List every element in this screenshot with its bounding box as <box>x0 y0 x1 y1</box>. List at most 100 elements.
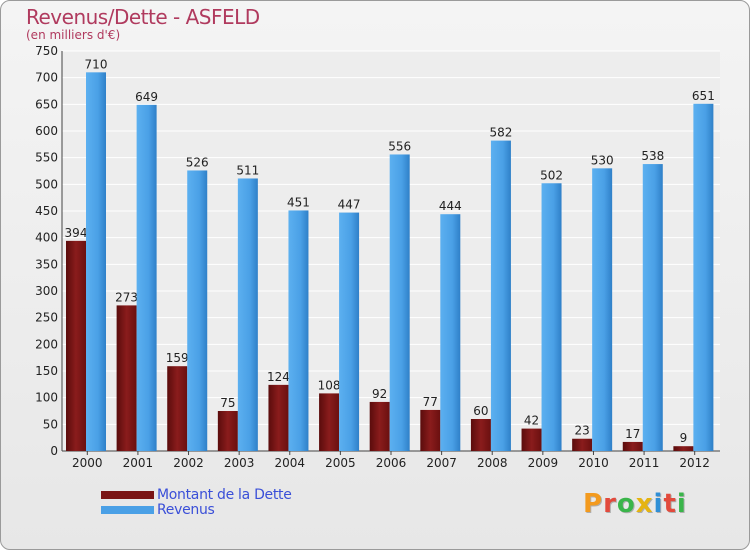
y-tick-label: 750 <box>35 44 58 58</box>
bar-debt-2000 <box>66 240 86 451</box>
logo-letter: t <box>663 489 677 519</box>
y-tick-label: 650 <box>35 97 58 111</box>
x-tick-label-2004: 2004 <box>274 456 305 470</box>
data-label-revenue-2006: 556 <box>388 139 411 153</box>
bar-debt-2009 <box>521 428 542 451</box>
y-tick-label: 600 <box>35 124 58 138</box>
y-tick-label: 100 <box>35 391 58 405</box>
y-tick-label: 50 <box>43 417 58 431</box>
data-label-debt-2009: 42 <box>524 414 539 428</box>
data-label-debt-2006: 92 <box>372 387 387 401</box>
x-tick-label-2000: 2000 <box>72 456 103 470</box>
bar-debt-2005 <box>319 393 340 451</box>
y-tick-label: 450 <box>35 204 58 218</box>
data-label-revenue-2010: 530 <box>591 153 614 167</box>
bar-revenue-2010 <box>592 168 613 452</box>
bar-revenue-2004 <box>288 210 309 451</box>
proxiti-logo: ProxitiProxiti <box>583 489 687 519</box>
bar-revenue-2001 <box>136 104 157 451</box>
y-tick-label: 0 <box>50 444 58 458</box>
bar-revenue-2006 <box>389 154 410 451</box>
y-tick-label: 250 <box>35 311 58 325</box>
data-label-debt-2007: 77 <box>423 395 438 409</box>
bar-revenue-2003 <box>237 178 258 451</box>
data-label-debt-2002: 159 <box>166 351 189 365</box>
logo-letter: P <box>583 489 604 519</box>
legend-label-debt: Montant de la Dette <box>157 486 292 503</box>
bar-revenue-2007 <box>440 214 461 451</box>
bar-debt-2007 <box>420 409 441 451</box>
legend-swatch-revenue <box>101 505 154 514</box>
x-tick-label-2007: 2007 <box>426 456 457 470</box>
bar-revenue-2008 <box>490 140 511 451</box>
y-tick-label: 400 <box>35 231 58 245</box>
bar-debt-2008 <box>470 419 491 451</box>
data-label-revenue-2002: 526 <box>186 155 209 169</box>
data-label-debt-2004: 124 <box>267 370 290 384</box>
y-tick-label: 350 <box>35 257 58 271</box>
data-label-revenue-2011: 538 <box>641 149 664 163</box>
legend-item-debt: Montant de la Dette <box>101 486 292 503</box>
bar-revenue-2012 <box>693 103 714 452</box>
data-label-debt-2005: 108 <box>318 378 341 392</box>
logo-letter: i <box>676 489 687 519</box>
x-tick-label-2012: 2012 <box>679 456 710 470</box>
y-tick-label: 150 <box>35 364 58 378</box>
bar-debt-2012 <box>673 446 694 451</box>
bar-debt-2002 <box>167 366 188 451</box>
data-label-debt-2000: 394 <box>65 226 88 240</box>
y-tick-label: 300 <box>35 284 58 298</box>
legend-item-revenue: Revenus <box>101 501 292 518</box>
bar-debt-2003 <box>217 411 238 451</box>
x-tick-label-2002: 2002 <box>173 456 204 470</box>
y-tick-label: 200 <box>35 337 58 351</box>
data-label-revenue-2003: 511 <box>236 163 259 177</box>
data-label-revenue-2007: 444 <box>439 199 462 213</box>
data-label-debt-2003: 75 <box>220 396 235 410</box>
bar-revenue-2011 <box>642 164 663 452</box>
x-tick-label-2003: 2003 <box>224 456 255 470</box>
data-label-debt-2008: 60 <box>473 404 488 418</box>
legend: Montant de la Dette Revenus <box>101 486 292 518</box>
legend-swatch-debt <box>101 490 154 499</box>
data-label-revenue-2005: 447 <box>338 198 361 212</box>
chart-subtitle: (en milliers d'€) <box>26 28 121 42</box>
data-label-debt-2010: 23 <box>575 424 590 438</box>
x-tick-label-2008: 2008 <box>477 456 508 470</box>
x-tick-label-2006: 2006 <box>376 456 407 470</box>
data-label-debt-2011: 17 <box>625 427 640 441</box>
data-label-revenue-2004: 451 <box>287 195 310 209</box>
chart-title: Revenus/Dette - ASFELD <box>26 5 260 29</box>
data-label-revenue-2009: 502 <box>540 168 563 182</box>
data-label-revenue-2000: 710 <box>85 57 108 71</box>
logo-letter: r <box>603 489 617 519</box>
x-tick-label-2011: 2011 <box>629 456 660 470</box>
data-label-revenue-2001: 649 <box>135 90 158 104</box>
bar-debt-2006 <box>369 401 390 451</box>
bar-revenue-2005 <box>339 212 360 451</box>
bar-debt-2011 <box>622 441 643 451</box>
bar-revenue-2000 <box>86 72 106 451</box>
data-label-debt-2012: 9 <box>680 431 688 445</box>
logo-letter: i <box>653 489 664 519</box>
y-tick-label: 550 <box>35 151 58 165</box>
data-label-revenue-2012: 651 <box>692 89 715 103</box>
x-tick-label-2010: 2010 <box>578 456 609 470</box>
bar-debt-2001 <box>116 305 137 451</box>
logo-letter: o <box>616 489 636 519</box>
y-tick-label: 700 <box>35 71 58 85</box>
bar-revenue-2009 <box>541 183 562 451</box>
bar-debt-2010 <box>572 438 593 451</box>
bar-revenue-2002 <box>187 170 208 451</box>
data-label-debt-2001: 273 <box>115 290 138 304</box>
y-tick-label: 500 <box>35 177 58 191</box>
x-tick-label-2001: 2001 <box>123 456 154 470</box>
bar-debt-2004 <box>268 384 289 451</box>
logo-letter: x <box>635 489 654 519</box>
legend-label-revenue: Revenus <box>157 501 215 518</box>
data-label-revenue-2008: 582 <box>489 126 512 140</box>
x-tick-label-2009: 2009 <box>528 456 559 470</box>
x-tick-label-2005: 2005 <box>325 456 356 470</box>
